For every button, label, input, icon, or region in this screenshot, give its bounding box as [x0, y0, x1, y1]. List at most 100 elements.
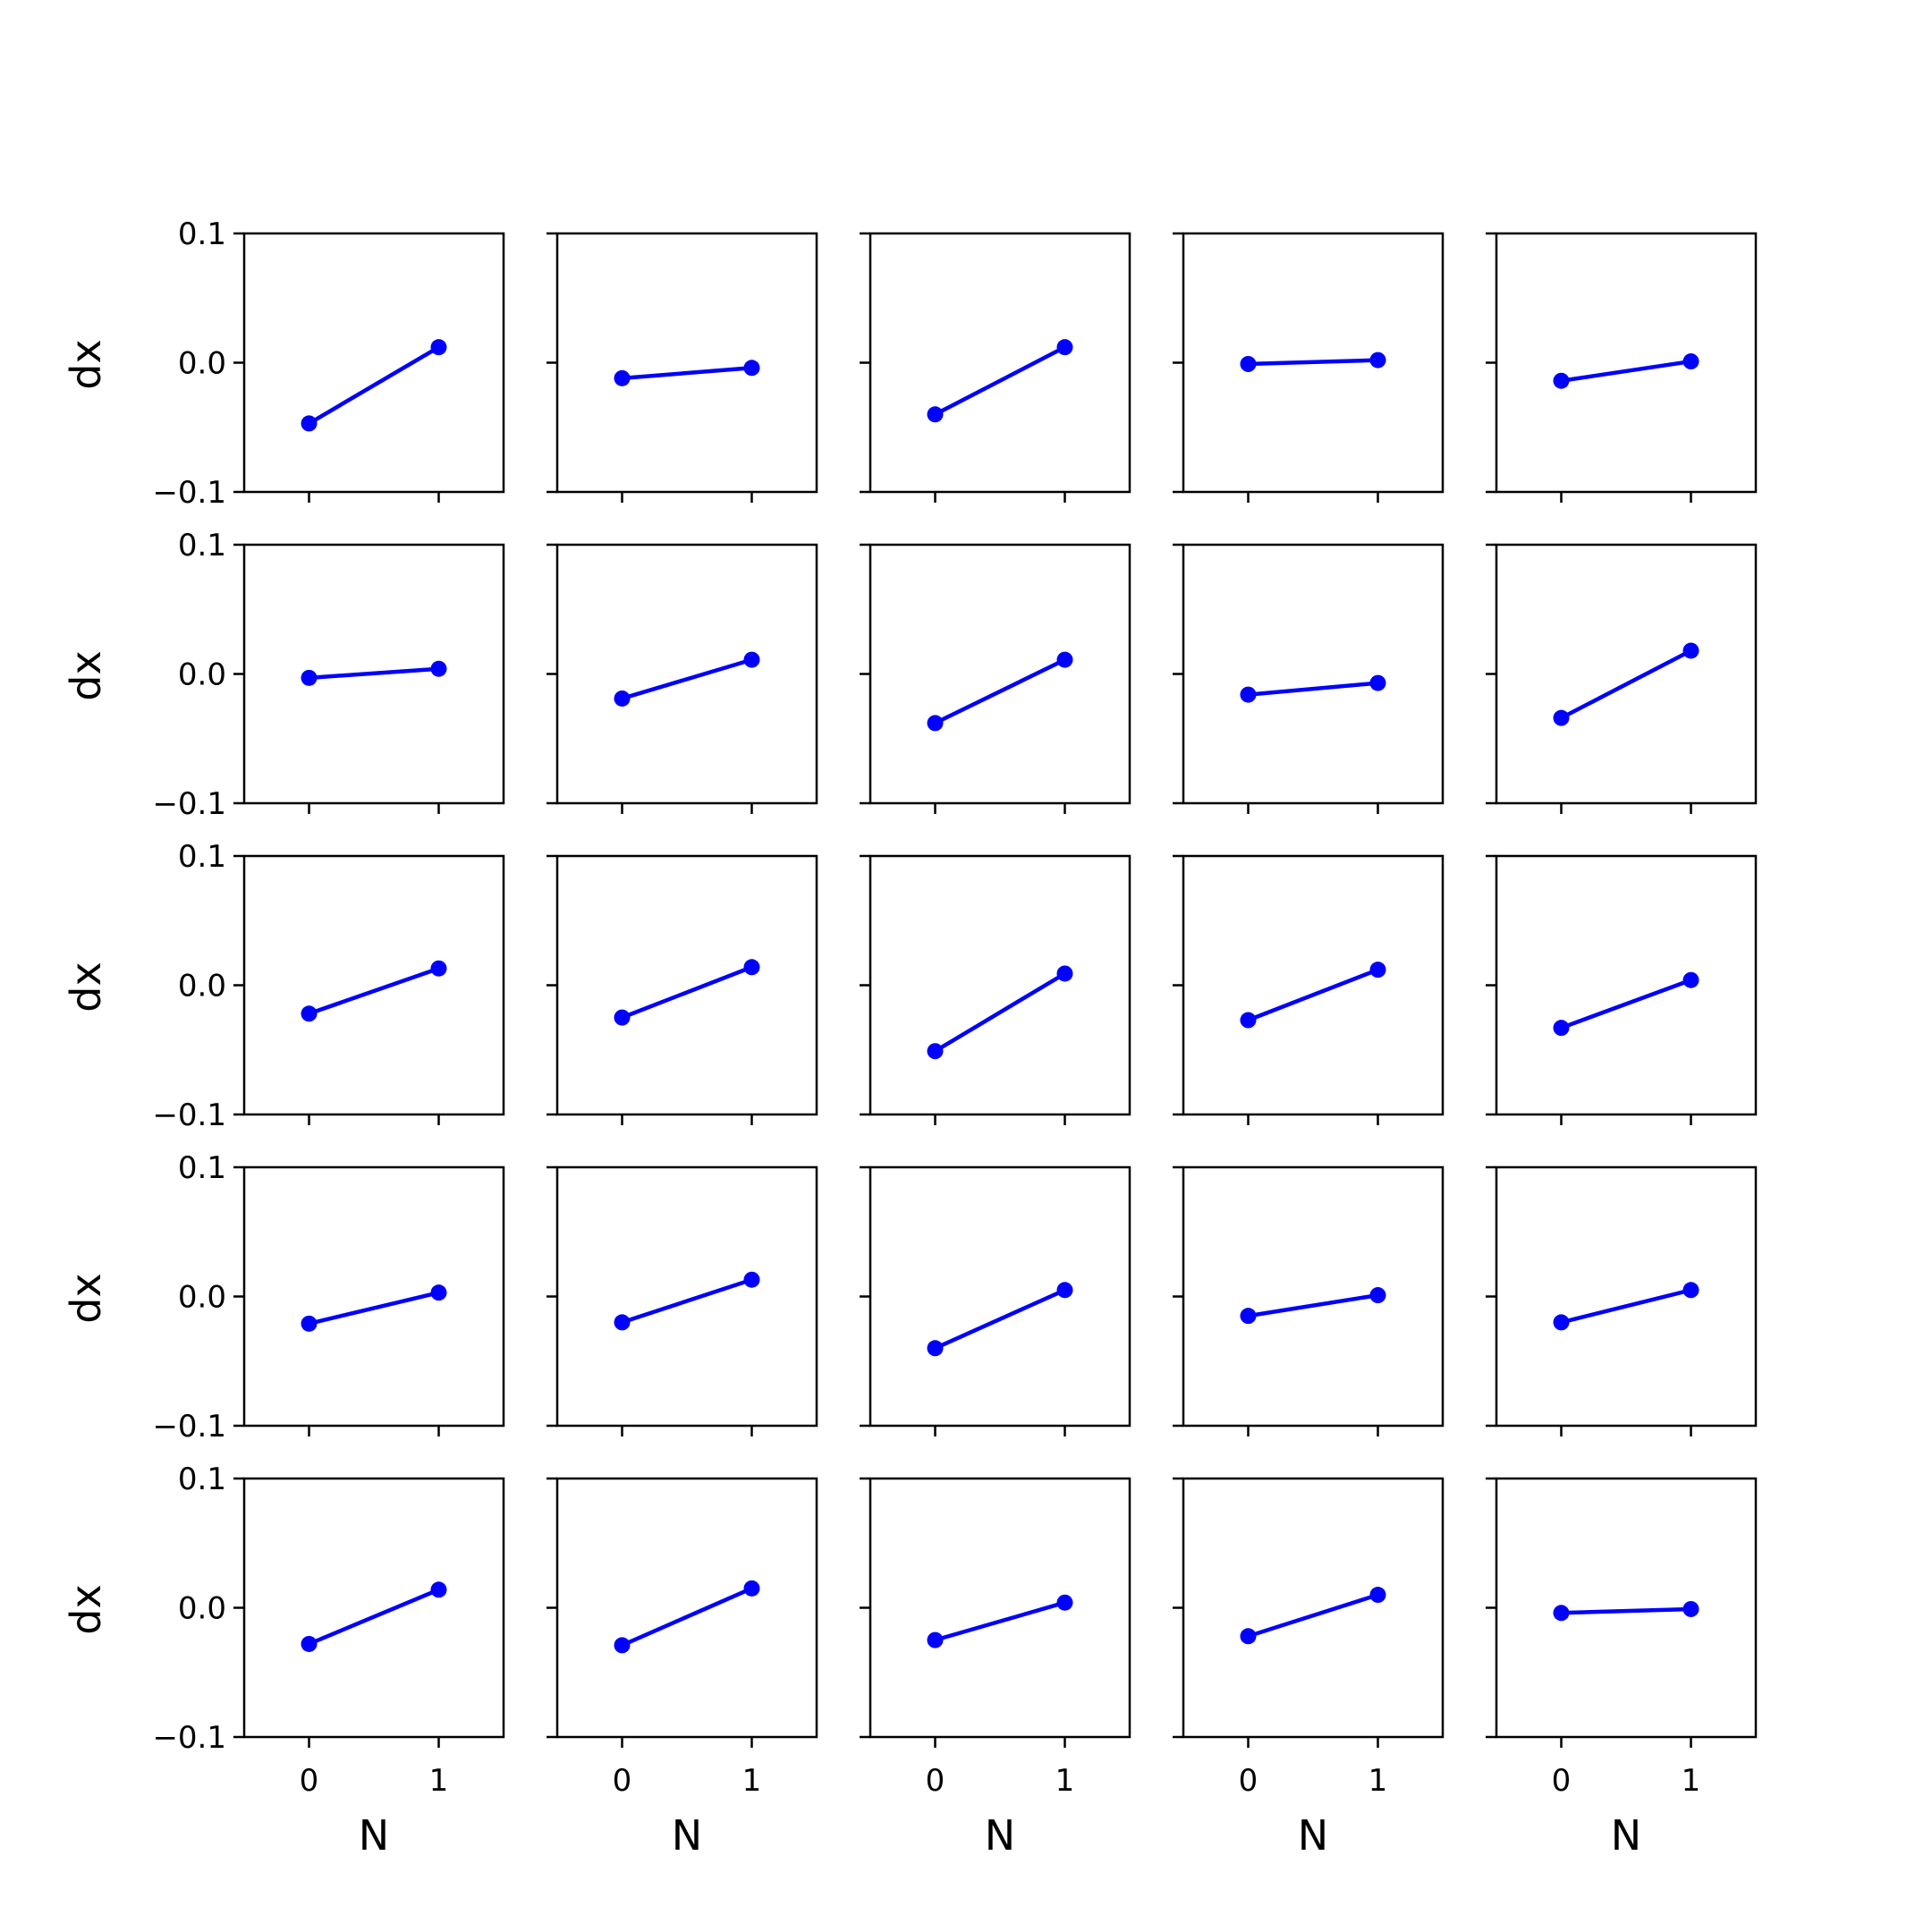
- x-tick-label: 0: [300, 1763, 319, 1799]
- series-line: [308, 966, 440, 1016]
- series-line: [1561, 359, 1691, 383]
- data-point: [614, 369, 631, 386]
- x-tick-label: 0: [926, 1763, 945, 1799]
- data-point: [1240, 1628, 1257, 1645]
- x-tick-label: 1: [742, 1763, 762, 1799]
- data-point: [1056, 965, 1073, 982]
- data-point: [1682, 1282, 1699, 1299]
- series-line: [1561, 1606, 1691, 1615]
- subplot-1-2: [547, 232, 818, 503]
- data-point: [743, 651, 760, 668]
- y-tick-label: −0.1: [152, 786, 226, 822]
- data-point: [1369, 674, 1386, 691]
- subplot-2-3: [860, 543, 1131, 814]
- x-axis-label: N: [1298, 1811, 1328, 1860]
- series-line: [621, 1586, 753, 1648]
- y-tick-label: 0.0: [178, 969, 226, 1004]
- series-line: [621, 657, 753, 701]
- subplot-3-2: [547, 854, 818, 1125]
- axes-frame: [1495, 1165, 1758, 1428]
- y-tick-label: 0.1: [178, 1150, 226, 1186]
- data-point: [1240, 1012, 1257, 1029]
- y-axis-label: dx: [62, 962, 110, 1012]
- axes-frame: [1182, 1165, 1445, 1428]
- data-point: [927, 1340, 944, 1357]
- data-point: [743, 1580, 760, 1597]
- axes-frame: [869, 854, 1131, 1116]
- axes-frame: [242, 232, 505, 494]
- x-axis-label: N: [672, 1811, 702, 1860]
- subplot-2-2: [547, 543, 818, 814]
- data-point: [1056, 1594, 1073, 1611]
- series-line: [934, 1600, 1066, 1642]
- subplot-1-5: [1486, 232, 1758, 503]
- data-point: [430, 1284, 447, 1301]
- y-tick-label: −0.1: [152, 1720, 226, 1756]
- data-point: [301, 669, 318, 686]
- series-line: [934, 657, 1066, 725]
- x-axis-label: N: [985, 1811, 1015, 1860]
- data-point: [301, 1005, 318, 1022]
- series-line: [308, 1588, 440, 1647]
- series-line: [309, 666, 439, 681]
- data-point: [301, 1315, 318, 1332]
- data-point: [1682, 353, 1699, 370]
- subplot-1-3: [860, 232, 1131, 503]
- subplot-5-3: 0 1 N: [860, 1477, 1131, 1860]
- subplot-4-1: 0.1 0.0 −0.1 dx: [62, 1150, 505, 1445]
- subplot-1-1: 0.1 0.0 −0.1 dx: [62, 216, 505, 511]
- data-point: [927, 406, 944, 423]
- data-point: [1240, 355, 1257, 372]
- data-point: [1682, 1600, 1699, 1617]
- series-line: [1248, 358, 1378, 367]
- data-point: [1682, 642, 1699, 659]
- data-point: [1553, 372, 1570, 389]
- x-tick-label: 1: [1368, 1763, 1388, 1799]
- data-point: [1553, 1020, 1570, 1037]
- axes-frame: [1495, 232, 1758, 494]
- axes-frame: [242, 1477, 505, 1739]
- subplot-5-5: 0 1 N: [1486, 1477, 1758, 1860]
- subplot-3-1: 0.1 0.0 −0.1 dx: [62, 839, 505, 1133]
- data-point: [1369, 1287, 1386, 1304]
- subplot-5-1: 0.1 0.0 −0.1 0 1 dx N: [62, 1462, 505, 1860]
- x-tick-label: 0: [1239, 1763, 1258, 1799]
- y-axis-label: dx: [62, 650, 110, 700]
- data-point: [430, 660, 447, 677]
- axes-frame: [1495, 1477, 1758, 1739]
- data-point: [1682, 971, 1699, 988]
- axes-frame: [555, 1477, 818, 1739]
- y-tick-label: 0.1: [178, 1462, 226, 1497]
- series-line: [1560, 978, 1692, 1030]
- data-point: [301, 415, 318, 432]
- data-point: [927, 1043, 944, 1060]
- data-point: [1056, 1282, 1073, 1299]
- y-tick-label: 0.0: [178, 1280, 226, 1316]
- data-point: [927, 715, 944, 732]
- data-point: [1553, 709, 1570, 726]
- subplot-4-5: [1486, 1165, 1758, 1436]
- series-line: [621, 1277, 753, 1325]
- series-line: [622, 366, 752, 381]
- subplot-3-4: [1173, 854, 1445, 1125]
- y-axis-label: dx: [62, 1273, 110, 1323]
- axes-frame: [869, 543, 1131, 805]
- data-point: [430, 339, 447, 356]
- series-line: [1248, 1292, 1378, 1318]
- x-tick-label: 0: [1552, 1763, 1572, 1799]
- axes-frame: [242, 1165, 505, 1428]
- series-line: [308, 345, 440, 426]
- data-point: [927, 1631, 944, 1648]
- series-line: [1560, 648, 1692, 720]
- data-point: [1553, 1605, 1570, 1622]
- y-tick-label: 0.0: [178, 1591, 226, 1627]
- axes-frame: [869, 1165, 1131, 1428]
- series-line: [934, 971, 1066, 1054]
- data-point: [614, 1009, 631, 1026]
- axes-frame: [555, 1165, 818, 1428]
- series-line: [934, 345, 1066, 417]
- series-line: [621, 965, 753, 1020]
- series-line: [308, 1290, 440, 1326]
- axes-frame: [1495, 854, 1758, 1116]
